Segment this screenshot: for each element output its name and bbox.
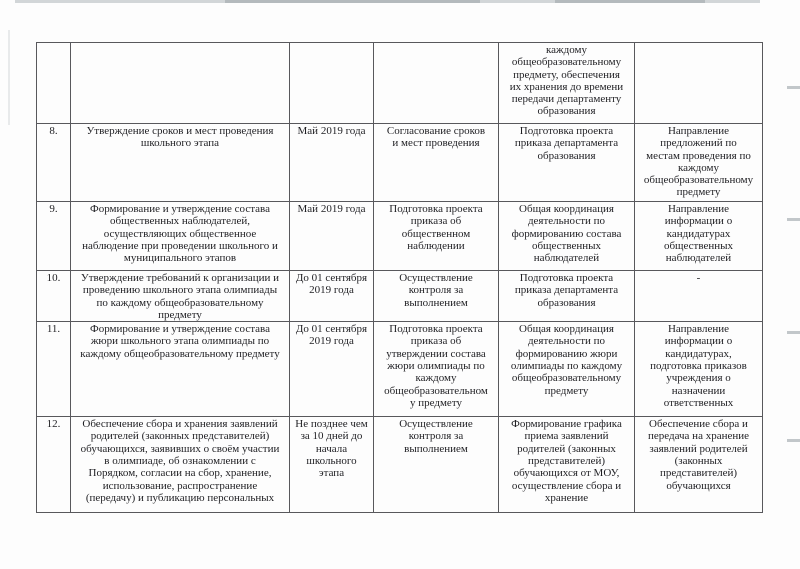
cell-col6: Направление информации о кандидатурах об…: [634, 201, 763, 271]
scan-artifact-left-line: [8, 30, 10, 125]
scan-artifact-edge-dash: [787, 331, 800, 334]
cell-col6: Направление информации о кандидатурах, п…: [634, 321, 763, 418]
scan-artifact-edge-dash: [787, 218, 800, 221]
cell-col6: [634, 42, 763, 124]
table-row: 12. Обеспечение сбора и хранения заявлен…: [36, 416, 763, 514]
table-row: 11. Формирование и утверждение состава ж…: [36, 321, 763, 418]
cell-col5: Подготовка проекта приказа департамента …: [498, 269, 635, 323]
table-row: каждому общеобразовательному предмету, о…: [36, 42, 763, 124]
cell-col5: Подготовка проекта приказа департамента …: [498, 123, 635, 202]
cell-task: Формирование и утверждение состава жюри …: [70, 321, 290, 418]
table-row: 10. Утверждение требований к организации…: [36, 269, 763, 323]
cell-deadline: До 01 сентября 2019 года: [289, 269, 374, 323]
cell-task: Обеспечение сбора и хранения заявлений р…: [70, 416, 290, 514]
cell-col5: Общая координация деятельности по формир…: [498, 321, 635, 418]
cell-number: 11.: [36, 321, 71, 418]
cell-deadline: Не позднее чем за 10 дней до начала школ…: [289, 416, 374, 514]
cell-number: 8.: [36, 123, 71, 202]
cell-col4: Осуществление контроля за выполнением: [373, 269, 499, 323]
cell-col4: [373, 42, 499, 124]
scan-artifact-edge-dash: [787, 439, 800, 442]
olympiad-plan-table: каждому общеобразовательному предмету, о…: [36, 42, 763, 514]
cell-col6: Обеспечение сбора и передача на хранение…: [634, 416, 763, 514]
cell-col4: Осуществление контроля за выполнением: [373, 416, 499, 514]
cell-deadline: Май 2019 года: [289, 123, 374, 202]
cell-task: Формирование и утверждение состава общес…: [70, 201, 290, 271]
scan-artifact-top-strip-segment: [555, 0, 705, 3]
cell-deadline: Май 2019 года: [289, 201, 374, 271]
cell-task: Утверждение сроков и мест проведения шко…: [70, 123, 290, 202]
cell-col4: Подготовка проекта приказа об общественн…: [373, 201, 499, 271]
cell-col5: каждому общеобразовательному предмету, о…: [498, 42, 635, 124]
cell-deadline: До 01 сентября 2019 года: [289, 321, 374, 418]
scan-artifact-edge-dash: [787, 86, 800, 89]
scan-artifact-top-strip-segment: [225, 0, 480, 3]
cell-col5: Формирование графика приема заявлений ро…: [498, 416, 635, 514]
cell-col6: Направление предложений по местам провед…: [634, 123, 763, 202]
cell-col4: Подготовка проекта приказа об утверждени…: [373, 321, 499, 418]
table-row: 9. Формирование и утверждение состава об…: [36, 201, 763, 271]
cell-task: Утверждение требований к организации и п…: [70, 269, 290, 323]
cell-col6: -: [634, 269, 763, 323]
cell-task: [70, 42, 290, 124]
cell-number: 12.: [36, 416, 71, 514]
cell-number: [36, 42, 71, 124]
cell-deadline: [289, 42, 374, 124]
cell-number: 10.: [36, 269, 71, 323]
cell-number: 9.: [36, 201, 71, 271]
cell-col4: Согласование сроков и мест проведения: [373, 123, 499, 202]
cell-col5: Общая координация деятельности по формир…: [498, 201, 635, 271]
table-row: 8. Утверждение сроков и мест проведения …: [36, 123, 763, 202]
